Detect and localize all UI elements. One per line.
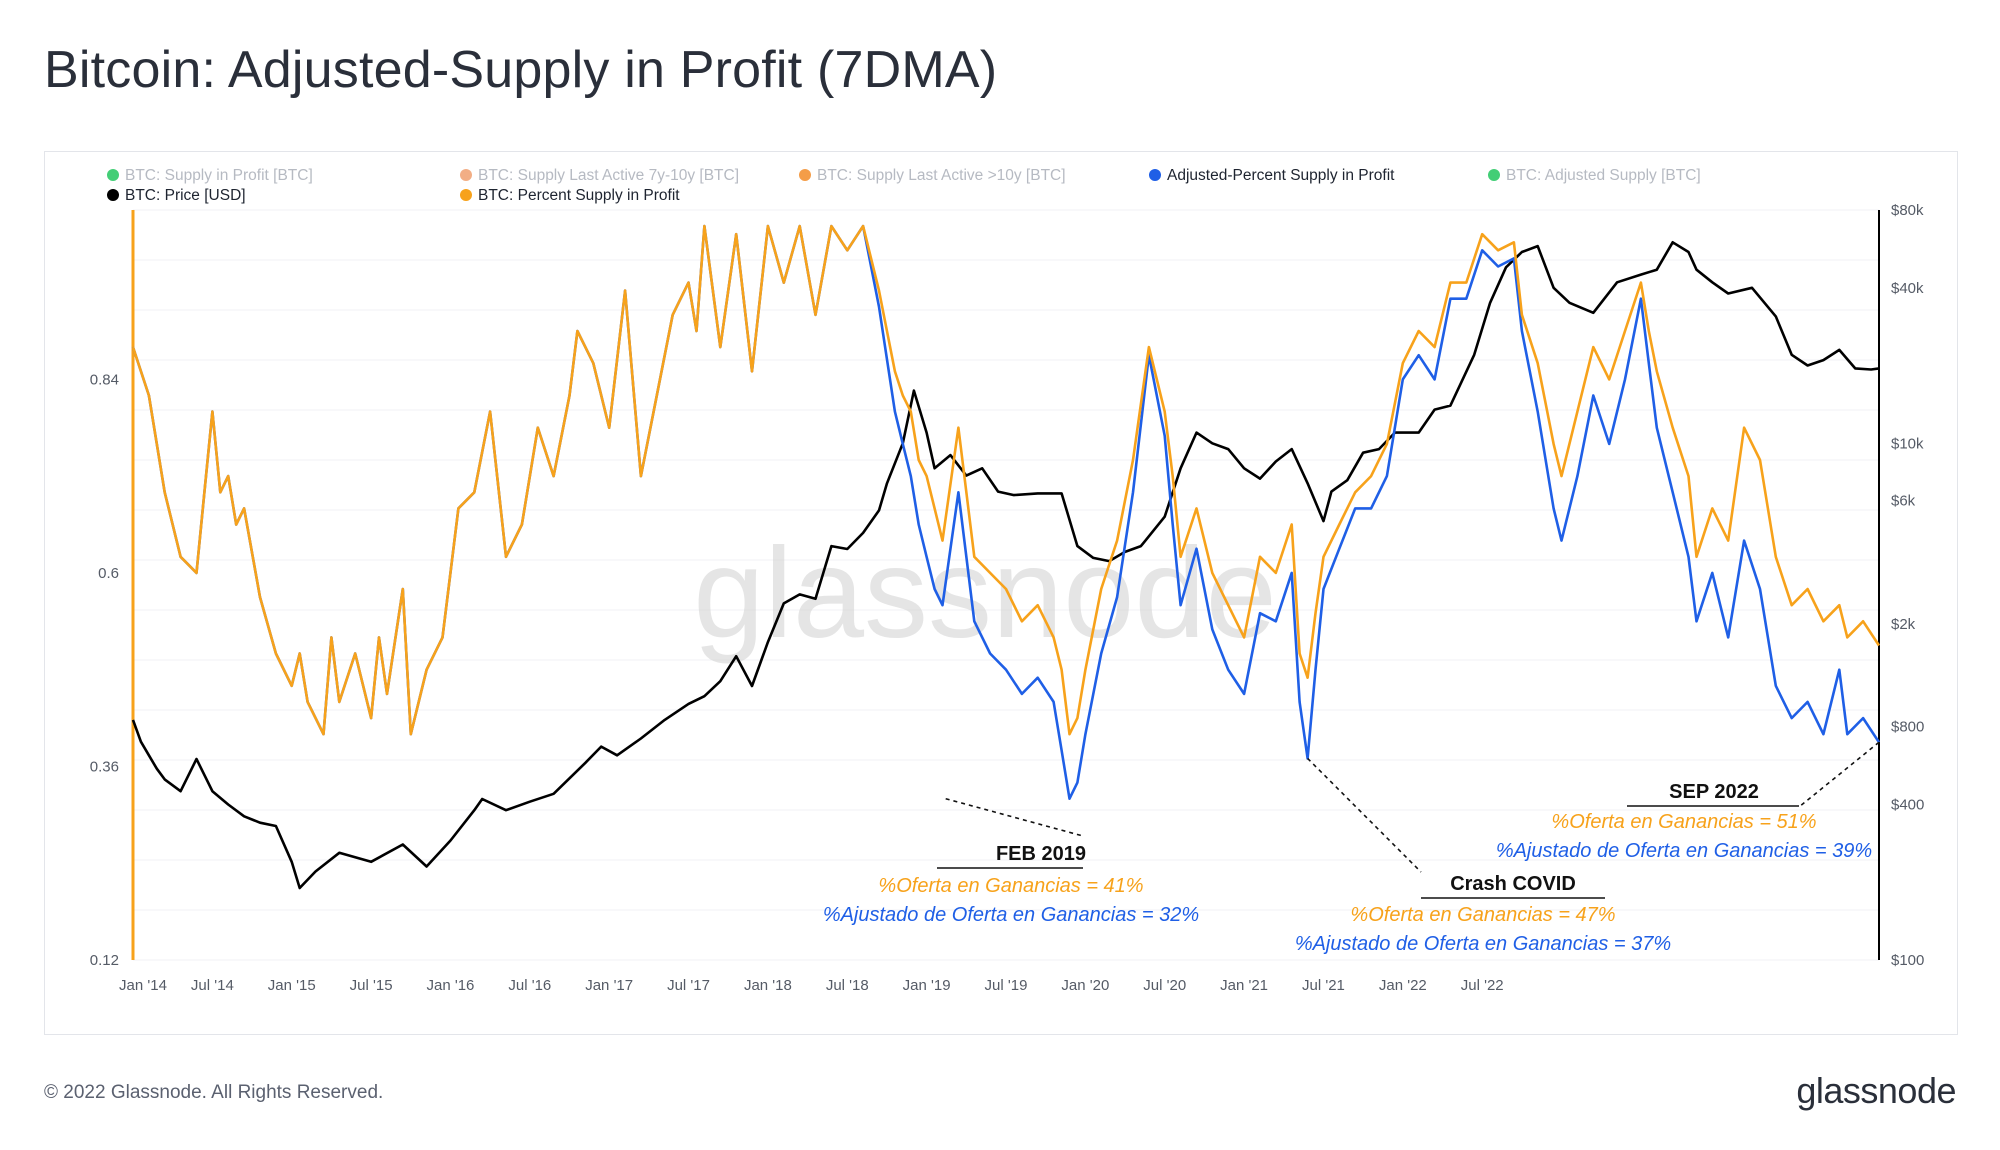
legend[interactable]: BTC: Supply in Profit [BTC] BTC: Supply L… bbox=[107, 167, 1701, 204]
legend-label: BTC: Percent Supply in Profit bbox=[478, 187, 680, 204]
y-tick-label: 0.12 bbox=[90, 952, 119, 969]
legend-swatch bbox=[107, 189, 119, 201]
annotation-percent-supply: %Oferta en Ganancias = 51% bbox=[1551, 811, 1816, 833]
legend-label: BTC: Adjusted Supply [BTC] bbox=[1506, 167, 1701, 184]
series-group bbox=[131, 224, 1881, 890]
series-line bbox=[131, 241, 1880, 890]
x-tick-label: Jan '20 bbox=[1061, 977, 1109, 994]
legend-item[interactable]: Adjusted-Percent Supply in Profit bbox=[1149, 167, 1395, 184]
legend-label: BTC: Price [USD] bbox=[125, 187, 246, 204]
x-tick-label: Jul '14 bbox=[191, 977, 234, 994]
x-tick-label: Jan '22 bbox=[1379, 977, 1427, 994]
page-title: Bitcoin: Adjusted-Supply in Profit (7DMA… bbox=[44, 41, 998, 99]
x-tick-label: Jul '22 bbox=[1461, 977, 1504, 994]
x-tick-label: Jan '15 bbox=[268, 977, 316, 994]
x-tick-label: Jul '19 bbox=[985, 977, 1028, 994]
chart-svg: BTC: Supply in Profit [BTC] BTC: Supply L… bbox=[90, 167, 1925, 994]
x-tick-label: Jan '16 bbox=[427, 977, 475, 994]
y-tick-label: $100 bbox=[1891, 952, 1924, 969]
annotation-adjusted-percent: %Ajustado de Oferta en Ganancias = 39% bbox=[1496, 840, 1872, 862]
annotation-leader bbox=[945, 797, 1084, 837]
legend-swatch bbox=[460, 169, 472, 181]
annotation: Crash COVID %Oferta en Ganancias = 47% %Aj… bbox=[1295, 757, 1671, 955]
legend-label: BTC: Supply Last Active 7y-10y [BTC] bbox=[478, 167, 739, 184]
y-tick-label: 0.6 bbox=[98, 565, 119, 582]
grid bbox=[133, 209, 1879, 961]
x-tick-label: Jan '18 bbox=[744, 977, 792, 994]
legend-item[interactable]: BTC: Price [USD] bbox=[107, 187, 246, 204]
y-tick-label: $80k bbox=[1891, 202, 1924, 219]
x-tick-label: Jan '17 bbox=[585, 977, 633, 994]
y-tick-label: $2k bbox=[1891, 616, 1916, 633]
legend-swatch bbox=[799, 169, 811, 181]
legend-label: Adjusted-Percent Supply in Profit bbox=[1167, 167, 1395, 184]
x-tick-label: Jul '15 bbox=[350, 977, 393, 994]
x-tick-label: Jan '19 bbox=[903, 977, 951, 994]
x-axis: Jan '14 Jul '14 Jan '15 Jul '15 Jan '16 Jul '… bbox=[119, 977, 1504, 994]
x-tick-label: Jul '20 bbox=[1143, 977, 1186, 994]
x-tick-label: Jan '14 bbox=[119, 977, 167, 994]
y-tick-label: $6k bbox=[1891, 493, 1916, 510]
y-tick-label: 0.84 bbox=[90, 371, 119, 388]
annotations: FEB 2019 %Oferta en Ganancias = 41% %Ajust… bbox=[823, 741, 1880, 955]
annotation-adjusted-percent: %Ajustado de Oferta en Ganancias = 37% bbox=[1295, 933, 1671, 955]
annotation-leader bbox=[1798, 741, 1880, 808]
x-tick-label: Jul '16 bbox=[508, 977, 551, 994]
x-tick-label: Jul '18 bbox=[826, 977, 869, 994]
y-tick-label: $10k bbox=[1891, 435, 1924, 452]
legend-item[interactable]: BTC: Supply Last Active >10y [BTC] bbox=[799, 167, 1066, 184]
annotation-title: FEB 2019 bbox=[996, 843, 1086, 865]
legend-swatch bbox=[460, 189, 472, 201]
x-tick-label: Jan '21 bbox=[1220, 977, 1268, 994]
legend-swatch bbox=[107, 169, 119, 181]
brand-logo-text: glassnode bbox=[1796, 1070, 1956, 1111]
legend-item[interactable]: BTC: Supply Last Active 7y-10y [BTC] bbox=[460, 167, 739, 184]
y-axis-right: $100 $400 $800 $2k $6k $10k $40k $80k bbox=[1878, 202, 1924, 969]
legend-label: BTC: Supply in Profit [BTC] bbox=[125, 167, 313, 184]
y-tick-label: $400 bbox=[1891, 796, 1924, 813]
annotation-percent-supply: %Oferta en Ganancias = 47% bbox=[1350, 904, 1615, 926]
legend-item[interactable]: BTC: Adjusted Supply [BTC] bbox=[1488, 167, 1701, 184]
series-line bbox=[131, 224, 1881, 736]
annotation-title: Crash COVID bbox=[1450, 873, 1576, 895]
chart-frame: BTC: Supply in Profit [BTC] BTC: Supply L… bbox=[44, 151, 1958, 1035]
annotation: SEP 2022 %Oferta en Ganancias = 51% %Ajust… bbox=[1496, 741, 1880, 862]
legend-swatch bbox=[1149, 169, 1161, 181]
x-tick-label: Jul '21 bbox=[1302, 977, 1345, 994]
annotation: FEB 2019 %Oferta en Ganancias = 41% %Ajust… bbox=[823, 797, 1199, 926]
annotation-percent-supply: %Oferta en Ganancias = 41% bbox=[878, 875, 1143, 897]
legend-label: BTC: Supply Last Active >10y [BTC] bbox=[817, 167, 1066, 184]
annotation-leader bbox=[1307, 757, 1422, 873]
y-tick-label: $40k bbox=[1891, 280, 1924, 297]
annotation-adjusted-percent: %Ajustado de Oferta en Ganancias = 32% bbox=[823, 904, 1199, 926]
x-tick-label: Jul '17 bbox=[667, 977, 710, 994]
y-axis-left: 0.12 0.36 0.6 0.84 bbox=[90, 210, 135, 969]
copyright-text: © 2022 Glassnode. All Rights Reserved. bbox=[44, 1082, 384, 1103]
series-line bbox=[131, 224, 1881, 800]
y-tick-label: $800 bbox=[1891, 719, 1924, 736]
legend-swatch bbox=[1488, 169, 1500, 181]
legend-item[interactable]: BTC: Supply in Profit [BTC] bbox=[107, 167, 313, 184]
y-tick-label: 0.36 bbox=[90, 758, 119, 775]
annotation-title: SEP 2022 bbox=[1669, 781, 1759, 803]
legend-item[interactable]: BTC: Percent Supply in Profit bbox=[460, 187, 680, 204]
